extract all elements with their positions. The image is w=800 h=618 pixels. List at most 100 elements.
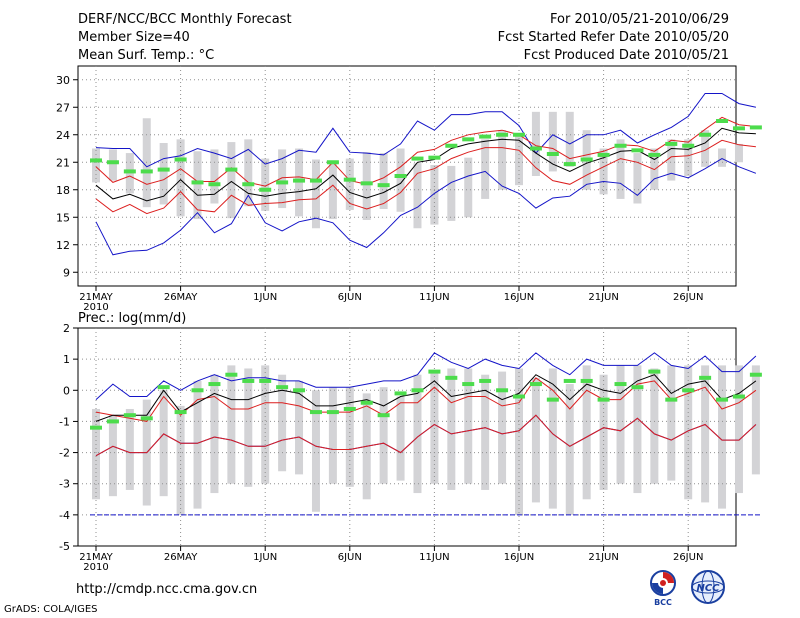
temp-box [176, 139, 185, 217]
temp-median-marker [665, 141, 678, 146]
prec-box [718, 365, 727, 509]
prec-median-marker [631, 385, 644, 390]
prec-median-marker [106, 419, 119, 424]
temp-median-marker [343, 177, 356, 182]
prec-median-marker [242, 378, 255, 383]
temp-y-tick-label: 18 [56, 184, 70, 197]
temp-box [701, 130, 710, 167]
temp-box [261, 158, 270, 211]
prec-y-tick-label: -5 [59, 540, 70, 553]
temp-box [616, 139, 625, 199]
temp-median-marker [716, 119, 729, 123]
temp-median-marker [479, 134, 492, 139]
prec-median-marker [90, 425, 102, 430]
member-size: Member Size=40 [78, 30, 190, 45]
temp-median-marker [259, 187, 272, 192]
prec-median-marker [462, 382, 475, 387]
temp-median-marker [208, 182, 221, 187]
prec-box [498, 371, 507, 484]
temp-y-tick-label: 12 [56, 239, 70, 252]
temp-line-lower-inner [95, 139, 756, 215]
prec-x-year-label: 2010 [83, 562, 108, 573]
prec-median-marker [191, 388, 204, 393]
prec-median-marker [123, 413, 136, 418]
temp-box [481, 139, 490, 199]
prec-box [311, 390, 320, 512]
temp-box [633, 153, 642, 204]
prec-box [159, 390, 168, 497]
prec-median-marker [749, 372, 762, 377]
temp-y-tick-label: 24 [56, 129, 70, 142]
temp-x-tick-label: 11JUN [419, 292, 449, 303]
prec-box [548, 368, 557, 509]
prec-median-marker [309, 410, 322, 415]
temp-line-upper-inner [95, 116, 756, 187]
temp-median-marker [140, 169, 153, 174]
temp-median-marker [546, 152, 559, 156]
prec-y-tick-label: -1 [59, 415, 70, 428]
prec-median-marker [225, 372, 238, 377]
temp-x-tick-label: 1JUN [253, 292, 277, 303]
temp-box [227, 142, 236, 219]
temp-median-marker [106, 160, 119, 165]
temp-median-marker [360, 181, 373, 186]
prec-box [531, 377, 540, 503]
temp-median-marker [597, 152, 610, 157]
prec-median-marker [428, 369, 441, 374]
prec-box [227, 365, 236, 484]
temp-median-marker [326, 160, 339, 165]
temp-line-mean [95, 127, 756, 202]
prec-median-marker [157, 385, 170, 390]
temp-line-upper-outer [95, 93, 757, 168]
source-url[interactable]: http://cmdp.ncc.cma.gov.cn [76, 582, 258, 597]
prec-box [667, 365, 676, 481]
prec-box [379, 387, 388, 484]
temp-median-marker [276, 180, 289, 185]
prec-box [734, 365, 743, 494]
prec-median-marker [563, 378, 576, 383]
temp-median-marker [496, 132, 509, 137]
temp-box [548, 111, 557, 172]
prec-box [244, 368, 253, 487]
temp-median-marker [174, 157, 187, 162]
prec-median-marker [377, 413, 390, 418]
temp-x-year-label: 2010 [83, 302, 108, 313]
prec-box [447, 368, 456, 490]
prec-y-tick-label: -3 [59, 478, 70, 491]
temp-box [278, 149, 287, 209]
temp-median-marker [191, 180, 204, 185]
prec-y-tick-label: 0 [63, 384, 70, 397]
prec-y-tick-label: 1 [63, 353, 70, 366]
grads-credit: GrADS: COLA/IGES [4, 604, 98, 615]
temp-box [667, 139, 676, 181]
temp-median-marker [631, 148, 644, 153]
prec-box [565, 384, 574, 515]
prec-median-marker [259, 378, 272, 383]
prec-box [108, 415, 117, 497]
temp-median-marker [462, 137, 475, 142]
forecast-produced-date: Fcst Produced Date 2010/05/21 [523, 48, 729, 63]
prec-box [515, 368, 523, 515]
prec-x-tick-label: 6JUN [338, 552, 362, 563]
forecast-start-date: Fcst Started Refer Date 2010/05/20 [497, 30, 729, 45]
prec-median-marker [343, 406, 356, 411]
temp-box [396, 148, 405, 212]
temp-median-marker [648, 152, 661, 157]
prec-box [328, 387, 337, 484]
prec-x-tick-label: 21JUN [588, 552, 618, 563]
temp-box [515, 134, 523, 186]
temp-median-marker [682, 143, 695, 148]
temp-median-marker [293, 178, 306, 183]
prec-median-marker [140, 416, 153, 421]
temp-median-marker [123, 169, 136, 174]
temp-median-marker [225, 167, 238, 172]
prec-median-marker [665, 397, 678, 402]
prec-x-tick-label: 16JUN [504, 552, 534, 563]
prec-box [701, 365, 710, 503]
prec-line-lower-inner [95, 414, 757, 457]
temp-box [718, 148, 727, 167]
temp-box [531, 111, 540, 176]
prec-box [650, 368, 659, 484]
temp-y-tick-label: 27 [56, 101, 70, 114]
